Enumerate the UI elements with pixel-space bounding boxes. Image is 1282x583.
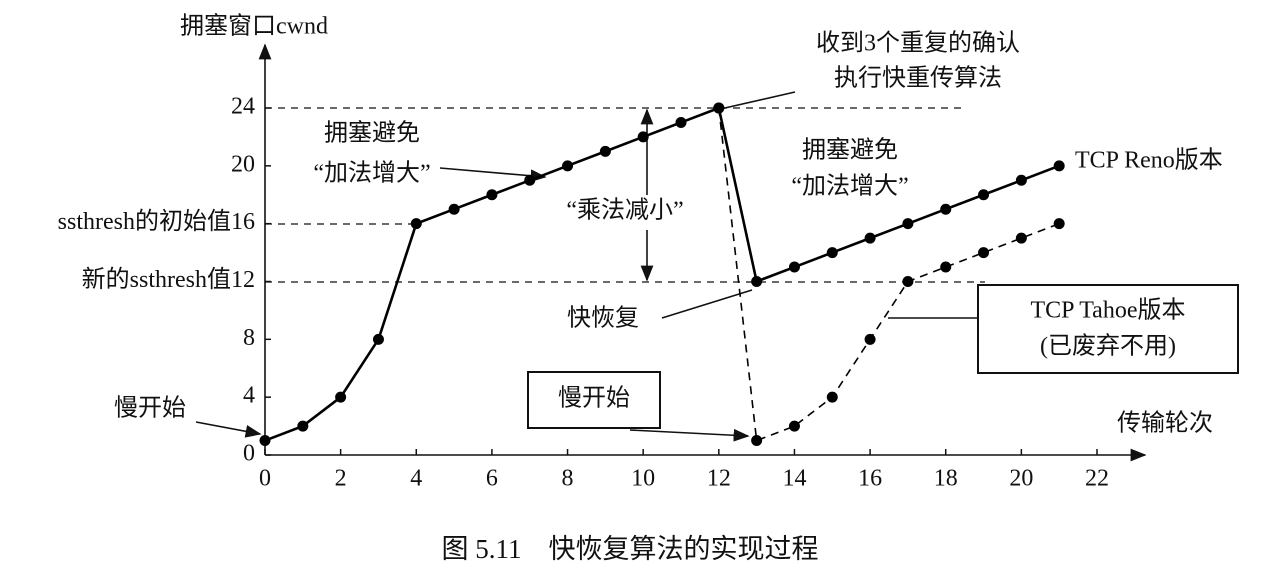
annotation: 拥塞避免 <box>802 137 898 164</box>
annotation: 收到3个重复的确认 <box>816 30 1020 57</box>
data-point <box>940 203 952 215</box>
annotation: 执行快重传算法 <box>834 65 1002 92</box>
data-point <box>1053 160 1065 172</box>
x-tick-label: 20 <box>1009 466 1033 492</box>
data-point <box>826 391 838 403</box>
x-axis-label: 传输轮次 <box>1117 410 1213 437</box>
data-point <box>524 174 536 186</box>
x-tick-label: 6 <box>486 466 498 492</box>
annotation: 拥塞避免 <box>324 120 420 147</box>
x-tick-label: 2 <box>335 466 347 492</box>
data-point <box>864 232 876 244</box>
y-tick-label: 0 <box>243 441 255 467</box>
data-point <box>562 160 574 172</box>
x-tick-label: 14 <box>782 466 806 492</box>
annotation: “加法增大” <box>791 173 908 200</box>
data-point <box>486 189 498 201</box>
data-point <box>675 116 687 128</box>
data-point <box>713 102 725 114</box>
data-point <box>599 145 611 157</box>
data-point <box>864 333 876 345</box>
data-point <box>902 218 914 230</box>
data-point <box>1053 218 1065 230</box>
label-box <box>977 284 1239 374</box>
y-tick-label: 8 <box>243 325 255 351</box>
y-tick-label: 新的ssthresh值12 <box>82 266 255 293</box>
data-point <box>448 203 460 215</box>
data-point <box>1015 174 1027 186</box>
data-point <box>826 247 838 259</box>
x-tick-label: 10 <box>631 466 655 492</box>
data-point <box>410 218 422 230</box>
x-tick-label: 12 <box>707 466 731 492</box>
series-line <box>718 107 1060 442</box>
data-point <box>335 391 347 403</box>
data-point <box>637 131 649 143</box>
leader-line <box>661 289 753 319</box>
caption: 图 5.11 快恢复算法的实现过程 <box>442 534 819 564</box>
label-box <box>527 371 661 429</box>
data-point <box>259 435 271 447</box>
data-point <box>978 189 990 201</box>
y-tick-label: 20 <box>231 151 255 177</box>
data-point <box>940 261 952 273</box>
series-label: TCP Tahoe版本 <box>1031 297 1186 324</box>
annotation: “乘法减小” <box>566 197 683 224</box>
x-tick-label: 16 <box>858 466 882 492</box>
x-tick-label: 22 <box>1085 466 1109 492</box>
y-axis-label: 拥塞窗口cwnd <box>180 13 328 40</box>
leader-line <box>715 91 796 111</box>
series-label: TCP Reno版本 <box>1075 147 1223 174</box>
data-point <box>788 261 800 273</box>
data-point <box>788 420 800 432</box>
series-line <box>264 106 1060 442</box>
x-tick-label: 18 <box>934 466 958 492</box>
annotation: 快恢复 <box>567 305 639 332</box>
data-point <box>297 420 309 432</box>
data-point <box>751 276 763 287</box>
x-tick-label: 8 <box>562 466 574 492</box>
x-tick-label: 0 <box>259 466 271 492</box>
annotation: 慢开始 <box>114 395 186 422</box>
y-tick-label: 24 <box>231 94 255 120</box>
y-tick-label: ssthresh的初始值16 <box>58 208 255 235</box>
data-point <box>978 247 990 259</box>
annotation: “加法增大” <box>313 160 430 187</box>
data-point <box>1015 232 1027 244</box>
y-tick-label: 4 <box>243 383 255 409</box>
data-point <box>751 435 763 447</box>
data-point <box>902 276 914 287</box>
annotation: 慢开始 <box>558 385 630 412</box>
leader-line <box>629 428 750 442</box>
x-tick-label: 4 <box>410 466 422 492</box>
series-note: (已废弃不用) <box>1040 333 1176 360</box>
data-point <box>372 333 384 345</box>
leader-line <box>195 421 262 438</box>
